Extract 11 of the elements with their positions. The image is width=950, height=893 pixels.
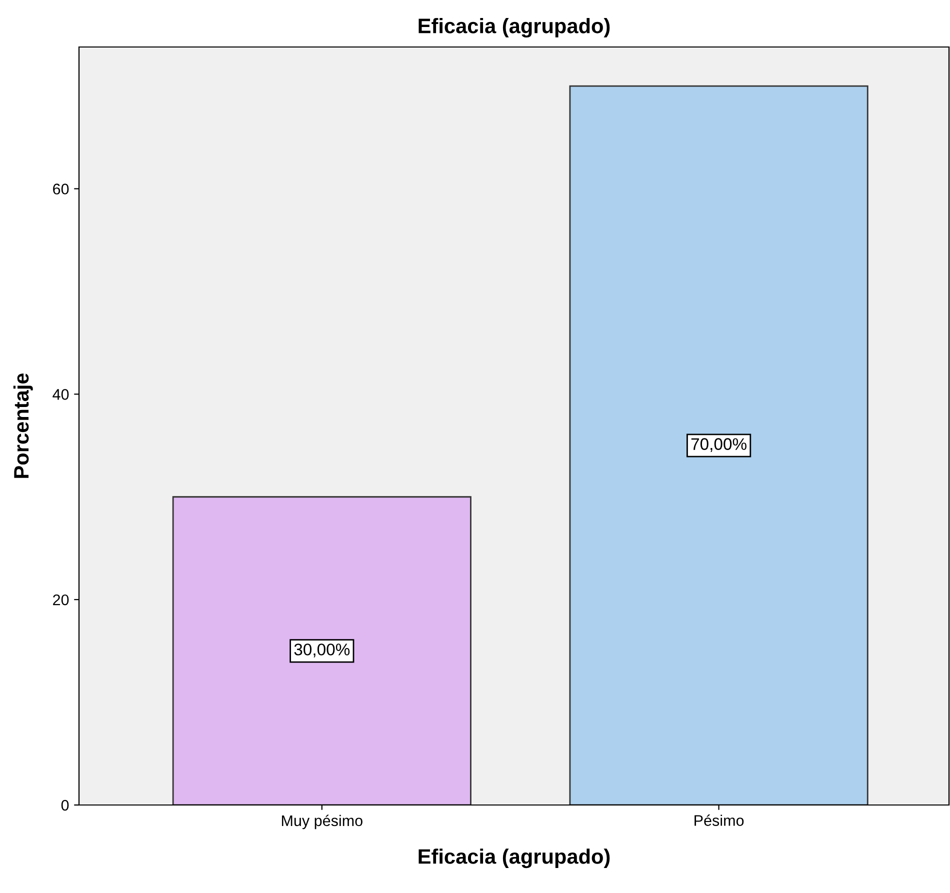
- y-tick-label: 0: [61, 800, 69, 811]
- x-tick-label: Pésimo: [694, 814, 744, 826]
- y-tick-label: 40: [52, 389, 69, 400]
- data-label: 30,00%: [294, 644, 350, 658]
- data-label: 70,00%: [691, 438, 746, 452]
- x-tick-label: Muy pésimo: [282, 814, 362, 830]
- y-tick-label: 20: [53, 594, 69, 606]
- y-tick-label: 60: [53, 184, 69, 194]
- y-axis-title: Porcentaje: [13, 373, 33, 478]
- chart-title: Eficacia (agrupado): [418, 18, 610, 38]
- x-axis-title: Eficacia (agrupado): [418, 848, 610, 868]
